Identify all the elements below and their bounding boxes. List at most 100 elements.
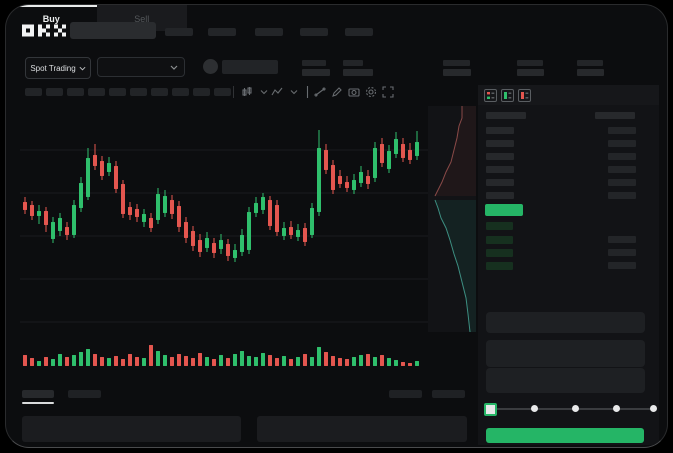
okx-logo[interactable] [22, 24, 66, 42]
candle-body [30, 205, 34, 216]
camera-icon[interactable] [347, 85, 361, 99]
fullscreen-icon[interactable] [381, 85, 395, 99]
volume-bar [380, 355, 384, 366]
book-bids-icon[interactable] [501, 89, 514, 102]
bids-depth-line [434, 199, 471, 333]
toolbar-divider [233, 86, 234, 98]
chevron-down-icon[interactable] [287, 85, 301, 99]
last-price-badge[interactable] [485, 204, 523, 216]
volume-bar [317, 347, 321, 366]
candle-body [345, 182, 349, 188]
pair-selector-dropdown[interactable] [97, 57, 185, 77]
volume-bar [219, 355, 223, 366]
ask-price-placeholder [486, 179, 514, 186]
pair-coin-icon [203, 59, 218, 74]
candle-body [282, 228, 286, 236]
market-type-selector[interactable]: Spot Trading [25, 57, 91, 79]
asks-depth-fill [435, 106, 476, 196]
slider-stop-dot[interactable] [613, 405, 620, 412]
stat-label-placeholder [577, 60, 603, 66]
stat-group [302, 60, 330, 76]
pencil-icon[interactable] [330, 85, 344, 99]
timeframe-button[interactable] [25, 88, 42, 96]
buy-submit-button[interactable] [486, 428, 644, 443]
book-both-icon[interactable] [484, 89, 497, 102]
global-search-input[interactable] [70, 22, 156, 39]
volume-bar [289, 359, 293, 366]
slider-stop-dot[interactable] [531, 405, 538, 412]
timeframe-button[interactable] [172, 88, 189, 96]
candle-body [65, 227, 69, 235]
volume-bar [37, 361, 41, 366]
volume-bar [233, 354, 237, 366]
bottom-tab[interactable] [22, 390, 54, 398]
volume-bar [191, 358, 195, 366]
volume-bar [58, 354, 62, 366]
volume-bar [226, 358, 230, 366]
nav-item-placeholder[interactable] [208, 28, 236, 36]
volume-bar [23, 355, 27, 366]
volume-bar [128, 354, 132, 366]
slider-stop-dot[interactable] [572, 405, 579, 412]
bottom-tab[interactable] [68, 390, 101, 398]
bottom-panel [257, 416, 467, 442]
nav-item-placeholder[interactable] [300, 28, 328, 36]
candle-body [184, 222, 188, 238]
timeframe-button[interactable] [88, 88, 105, 96]
candle-body [79, 183, 83, 208]
depth-chart[interactable] [428, 106, 476, 333]
candles-icon[interactable] [240, 85, 254, 99]
orderbook-col-header-amount [595, 112, 635, 119]
ask-amount-placeholder [608, 166, 636, 173]
order-form-input[interactable] [486, 340, 645, 367]
candle-body [240, 235, 244, 252]
volume-bar [177, 354, 181, 366]
slider-stop-dot[interactable] [650, 405, 657, 412]
volume-bar [93, 354, 97, 366]
volume-bar [51, 359, 55, 366]
ask-amount-placeholder [608, 127, 636, 134]
nav-item-placeholder[interactable] [165, 28, 193, 36]
candle-body [170, 200, 174, 214]
nav-item-placeholder[interactable] [255, 28, 283, 36]
book-asks-icon[interactable] [518, 89, 531, 102]
volume-chart [20, 338, 430, 366]
candle-body [58, 218, 62, 231]
nav-item-placeholder[interactable] [345, 28, 373, 36]
timeframe-button[interactable] [193, 88, 210, 96]
timeframe-button[interactable] [151, 88, 168, 96]
stat-label-placeholder [443, 60, 470, 66]
amount-slider-handle[interactable] [484, 403, 497, 416]
app-window: Spot Trading Buy Sell [5, 4, 668, 448]
line-icon[interactable] [313, 85, 327, 99]
tab-buy[interactable]: Buy [6, 5, 97, 31]
indicators-icon[interactable] [270, 85, 284, 99]
volume-bar [387, 358, 391, 366]
candle-body [247, 212, 251, 250]
ask-amount-placeholder [608, 192, 636, 199]
bottom-panel [22, 416, 241, 442]
volume-bar [275, 358, 279, 366]
timeframe-button[interactable] [109, 88, 126, 96]
price-chart[interactable] [20, 106, 428, 332]
chevron-down-icon[interactable] [257, 85, 271, 99]
asks-depth-line [434, 106, 463, 197]
candle-body [86, 158, 90, 197]
timeframe-button[interactable] [214, 88, 231, 96]
volume-bar [282, 356, 286, 366]
timeframe-button[interactable] [46, 88, 63, 96]
timeframe-button[interactable] [130, 88, 147, 96]
order-form-input[interactable] [486, 312, 645, 333]
candle-body [261, 197, 265, 210]
volume-bar [331, 356, 335, 366]
settings-icon[interactable] [364, 85, 378, 99]
order-form-input[interactable] [486, 368, 645, 393]
volume-bar [142, 358, 146, 366]
volume-bar [352, 357, 356, 366]
timeframe-button[interactable] [67, 88, 84, 96]
candle-body [121, 184, 125, 214]
candle-body [289, 227, 293, 235]
bottom-action-placeholder[interactable] [389, 390, 422, 398]
stat-label-placeholder [517, 60, 543, 66]
bottom-action-placeholder[interactable] [432, 390, 465, 398]
